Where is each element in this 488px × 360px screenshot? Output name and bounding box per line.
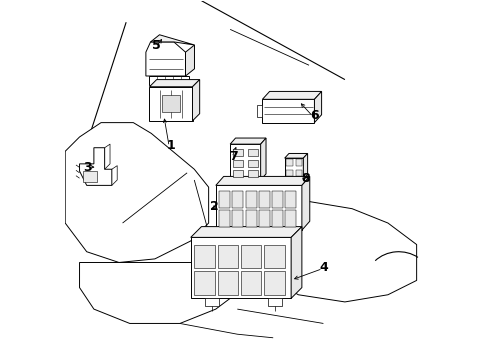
Text: 3: 3 <box>83 161 92 174</box>
Polygon shape <box>244 202 416 302</box>
Polygon shape <box>219 191 230 208</box>
Polygon shape <box>264 271 284 295</box>
Polygon shape <box>162 95 179 112</box>
Polygon shape <box>247 149 257 156</box>
Polygon shape <box>260 138 265 180</box>
Polygon shape <box>286 170 292 176</box>
Polygon shape <box>233 170 243 177</box>
Polygon shape <box>217 244 238 268</box>
Polygon shape <box>185 45 194 76</box>
Polygon shape <box>267 298 282 306</box>
Text: 5: 5 <box>152 39 161 52</box>
Polygon shape <box>301 176 309 230</box>
Polygon shape <box>80 252 244 323</box>
Polygon shape <box>271 210 283 227</box>
Polygon shape <box>190 226 301 237</box>
Polygon shape <box>285 191 296 208</box>
Polygon shape <box>284 153 307 158</box>
Polygon shape <box>286 159 292 166</box>
Polygon shape <box>192 80 199 121</box>
Text: 4: 4 <box>318 261 327 274</box>
Polygon shape <box>215 176 309 185</box>
Polygon shape <box>295 159 302 166</box>
Polygon shape <box>219 230 237 237</box>
Polygon shape <box>83 171 97 182</box>
Polygon shape <box>149 87 192 121</box>
Polygon shape <box>230 144 260 180</box>
Polygon shape <box>65 123 208 262</box>
Polygon shape <box>219 210 230 227</box>
Polygon shape <box>264 244 284 268</box>
Text: 2: 2 <box>209 201 218 213</box>
Polygon shape <box>215 185 301 230</box>
Polygon shape <box>280 230 298 237</box>
Polygon shape <box>150 35 194 45</box>
Polygon shape <box>262 99 314 123</box>
Polygon shape <box>247 170 257 177</box>
Polygon shape <box>190 237 290 298</box>
Polygon shape <box>262 91 321 99</box>
Polygon shape <box>245 191 256 208</box>
Polygon shape <box>230 138 265 144</box>
Polygon shape <box>233 160 243 167</box>
Polygon shape <box>149 80 199 87</box>
Polygon shape <box>233 149 243 156</box>
Text: 8: 8 <box>301 172 309 185</box>
Polygon shape <box>217 271 238 295</box>
Polygon shape <box>194 271 214 295</box>
Polygon shape <box>204 298 219 306</box>
Polygon shape <box>145 42 185 76</box>
Text: 7: 7 <box>228 150 237 163</box>
Polygon shape <box>245 210 256 227</box>
Polygon shape <box>314 91 321 123</box>
Polygon shape <box>284 158 303 179</box>
Text: 6: 6 <box>309 109 318 122</box>
Polygon shape <box>232 210 243 227</box>
Polygon shape <box>285 210 296 227</box>
Polygon shape <box>290 226 301 298</box>
Polygon shape <box>194 244 214 268</box>
Polygon shape <box>271 191 283 208</box>
Polygon shape <box>295 170 302 176</box>
Polygon shape <box>241 271 261 295</box>
Polygon shape <box>247 160 257 167</box>
Polygon shape <box>241 244 261 268</box>
Polygon shape <box>232 191 243 208</box>
Polygon shape <box>80 148 112 185</box>
Polygon shape <box>258 210 269 227</box>
Polygon shape <box>257 105 262 117</box>
Polygon shape <box>258 191 269 208</box>
Text: 1: 1 <box>166 139 175 152</box>
Polygon shape <box>149 76 188 85</box>
Polygon shape <box>303 153 307 179</box>
